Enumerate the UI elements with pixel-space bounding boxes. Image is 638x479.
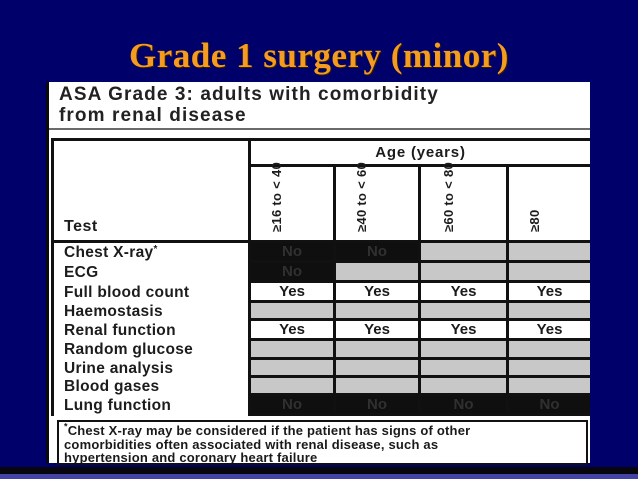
table-cell <box>336 377 421 396</box>
table-cell: Yes <box>421 321 509 342</box>
table-cell: Yes <box>251 283 336 303</box>
age-years-header: Age (years) <box>251 141 590 167</box>
footnote-line: hypertension and coronary heart failure <box>64 450 318 465</box>
table-cell: No <box>251 396 336 416</box>
table-cell: No <box>421 396 509 416</box>
row-label: Blood gases <box>54 377 251 396</box>
age-column-label: ≥16 to < 40 <box>269 161 284 232</box>
test-column-label: Test <box>64 218 98 235</box>
slide-title: Grade 1 surgery (minor) <box>129 36 509 75</box>
age-column-label: ≥80 <box>526 209 542 233</box>
row-label: ECG <box>54 263 251 283</box>
table-cell <box>509 303 590 322</box>
table-cell <box>336 341 421 360</box>
table-cell: No <box>251 263 336 283</box>
footnote-line: *Chest X-ray may be considered if the pa… <box>64 421 471 438</box>
footnote-box: *Chest X-ray may be considered if the pa… <box>57 420 588 465</box>
table-cell <box>421 243 509 263</box>
panel-heading: ASA Grade 3: adults with comorbidity fro… <box>49 82 590 130</box>
footnote-text: *Chest X-ray may be considered if the pa… <box>64 421 581 465</box>
table-cell <box>251 377 336 396</box>
table-cell <box>509 263 590 283</box>
asa-grade-table: Test Age (years) ≥16 to < 40 ≥40 to < 60… <box>51 138 590 416</box>
table-cell: No <box>251 243 336 263</box>
table-cell: Yes <box>336 283 421 303</box>
row-label: Urine analysis <box>54 359 251 378</box>
table-cell: Yes <box>251 321 336 342</box>
heading-line-2: from renal disease <box>59 105 247 126</box>
table-cell: No <box>336 243 421 263</box>
table-cell <box>251 341 336 360</box>
table-cell: No <box>336 396 421 416</box>
table-body: Chest X-ray * No No ECG No Full blood count Yes… <box>54 243 590 416</box>
row-label: Haemostasis <box>54 303 251 322</box>
age-column-label: ≥40 to < 60 <box>354 161 369 232</box>
table-cell: Yes <box>336 321 421 342</box>
age-column-header-1: ≥16 to < 40 <box>251 162 336 243</box>
table-cell <box>421 341 509 360</box>
row-label: Full blood count <box>54 283 251 303</box>
table-cell <box>509 359 590 378</box>
table-cell <box>336 263 421 283</box>
row-label: Lung function <box>54 396 251 416</box>
table-cell <box>509 341 590 360</box>
age-column-header-2: ≥40 to < 60 <box>336 162 421 243</box>
table-cell: Yes <box>509 321 590 342</box>
table-cell: No <box>509 396 590 416</box>
table-cell: Yes <box>509 283 590 303</box>
table-cell <box>336 359 421 378</box>
table-cell <box>509 243 590 263</box>
heading-line-1: ASA Grade 3: adults with comorbidity <box>59 84 439 105</box>
table-cell <box>251 359 336 378</box>
row-label: Renal function <box>54 321 251 342</box>
table-header: Test Age (years) ≥16 to < 40 ≥40 to < 60… <box>54 141 590 243</box>
bottom-blue-band <box>0 474 638 479</box>
table-cell <box>509 377 590 396</box>
age-column-header-4: ≥80 <box>509 167 590 243</box>
age-column-header-3: ≥60 to < 80 <box>421 162 509 243</box>
table-cell: Yes <box>421 283 509 303</box>
footnote-line: comorbidities often associated with rena… <box>64 436 439 452</box>
row-label: Random glucose <box>54 341 251 360</box>
bottom-black-band <box>0 467 638 474</box>
row-label: Chest X-ray * <box>54 243 251 263</box>
table-cell <box>421 303 509 322</box>
table-cell <box>336 303 421 322</box>
age-column-label: ≥60 to < 80 <box>440 161 456 232</box>
table-cell <box>421 263 509 283</box>
table-panel: ASA Grade 3: adults with comorbidity fro… <box>46 82 590 465</box>
table-cell <box>251 303 336 322</box>
table-cell <box>421 359 509 378</box>
test-column-header: Test <box>54 141 251 243</box>
table-cell <box>421 377 509 396</box>
